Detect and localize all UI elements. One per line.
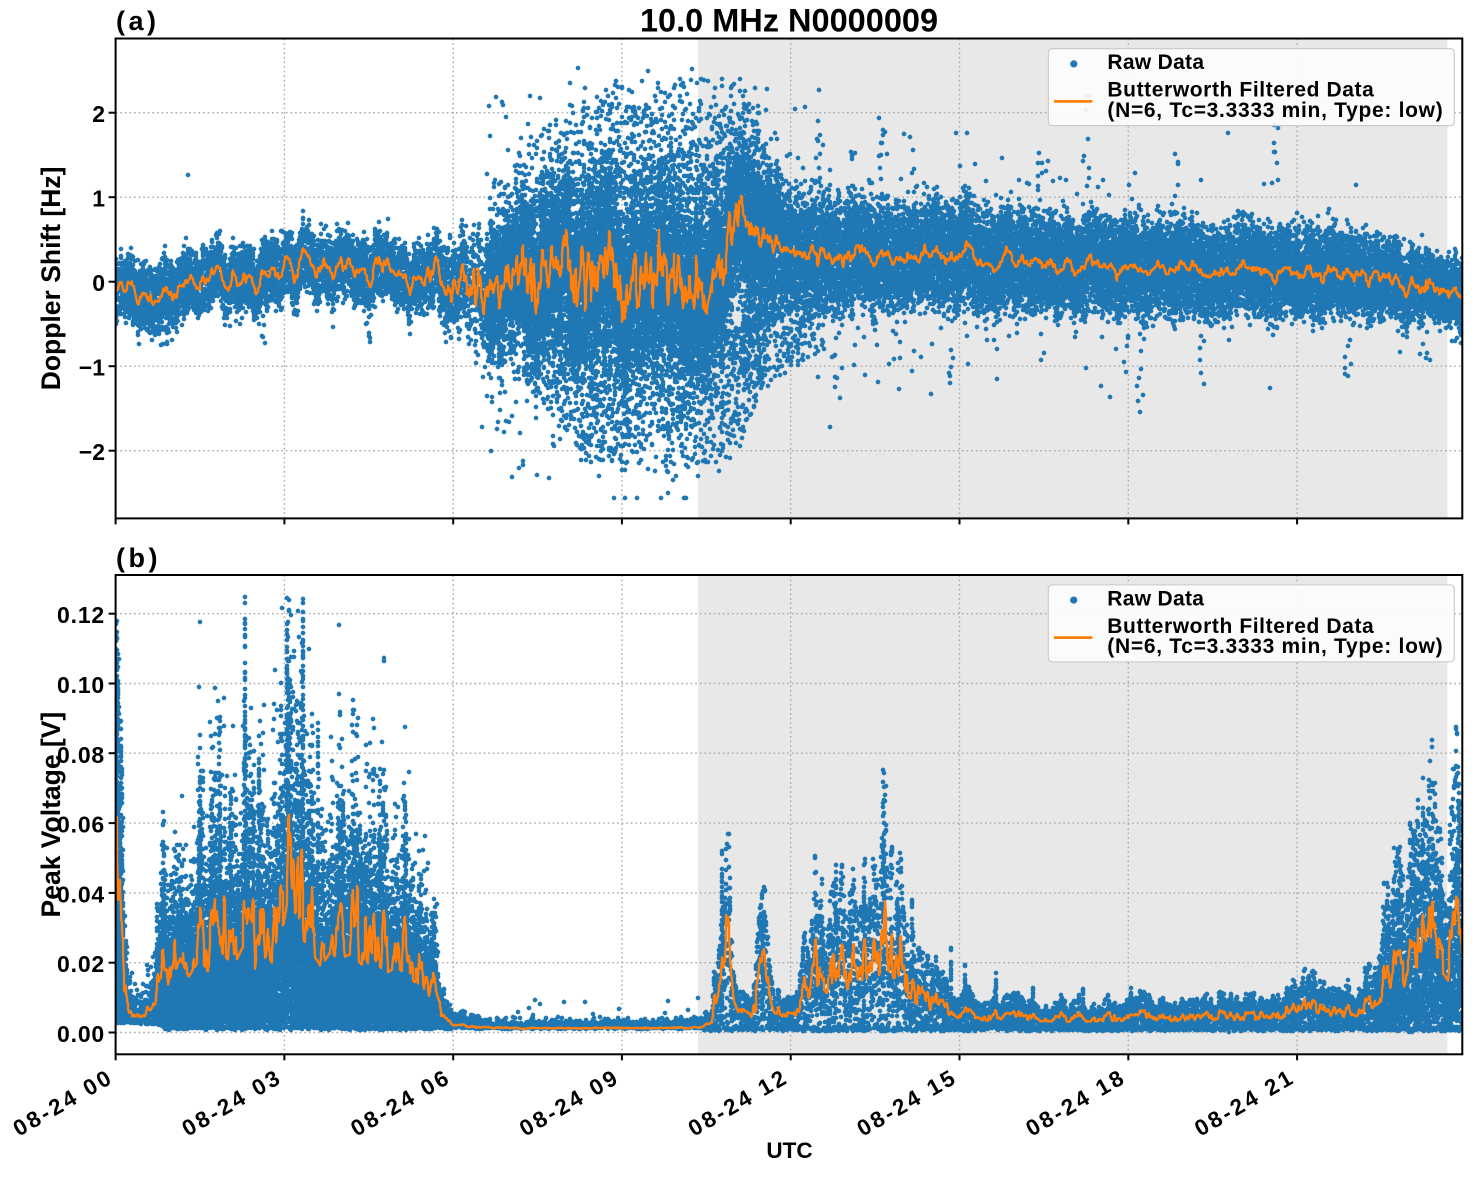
svg-text:Butterworth Filtered Data: Butterworth Filtered Data xyxy=(1107,615,1374,638)
svg-text:0.12: 0.12 xyxy=(57,602,105,628)
svg-text:Butterworth Filtered Data: Butterworth Filtered Data xyxy=(1107,79,1374,102)
svg-text:Raw Data: Raw Data xyxy=(1107,587,1204,610)
svg-text:0.00: 0.00 xyxy=(57,1021,105,1047)
svg-text:0.02: 0.02 xyxy=(57,951,105,977)
svg-text:(b): (b) xyxy=(116,543,161,573)
svg-text:Doppler Shift [Hz]: Doppler Shift [Hz] xyxy=(36,167,66,391)
svg-text:(a): (a) xyxy=(116,6,160,36)
svg-text:0.10: 0.10 xyxy=(57,672,105,698)
svg-text:(N=6, Tc=3.3333 min, Type: low: (N=6, Tc=3.3333 min, Type: low) xyxy=(1107,99,1443,122)
svg-text:Raw Data: Raw Data xyxy=(1107,51,1204,74)
svg-text:−1: −1 xyxy=(79,355,105,381)
svg-text:0: 0 xyxy=(92,270,105,296)
svg-text:Peak Voltage [V]: Peak Voltage [V] xyxy=(36,712,66,918)
svg-text:1: 1 xyxy=(92,186,105,212)
svg-text:10.0 MHz N0000009: 10.0 MHz N0000009 xyxy=(640,2,938,38)
svg-text:0.04: 0.04 xyxy=(57,881,105,907)
svg-text:0.06: 0.06 xyxy=(57,812,105,838)
svg-text:(N=6, Tc=3.3333 min, Type: low: (N=6, Tc=3.3333 min, Type: low) xyxy=(1107,635,1443,658)
svg-text:2: 2 xyxy=(92,101,105,127)
svg-text:0.08: 0.08 xyxy=(57,742,105,768)
svg-text:−2: −2 xyxy=(79,439,105,465)
svg-text:UTC: UTC xyxy=(766,1138,812,1163)
